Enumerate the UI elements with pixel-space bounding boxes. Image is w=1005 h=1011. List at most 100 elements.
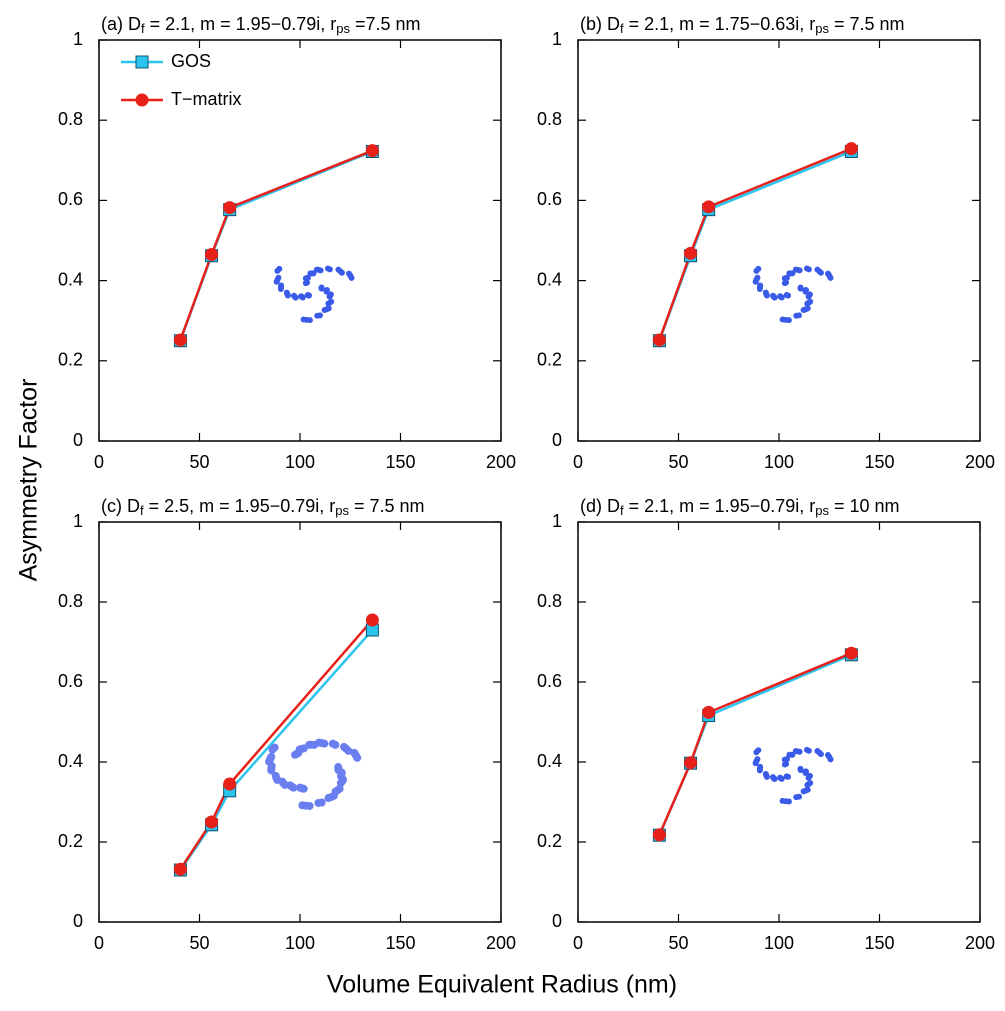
monomer — [797, 765, 804, 772]
monomer — [316, 312, 323, 319]
y-tick-label: 0.4 — [537, 269, 562, 289]
series-line — [179, 149, 373, 341]
monomer — [324, 265, 331, 272]
data-point — [223, 777, 237, 791]
monomer — [771, 776, 778, 783]
monomer — [781, 275, 788, 282]
monomer — [781, 280, 788, 287]
title-text: (d) D — [580, 496, 620, 516]
monomer — [753, 267, 760, 274]
y-tick-label: 1 — [552, 511, 562, 531]
monomer — [273, 775, 282, 784]
monomer — [785, 773, 792, 780]
monomer — [797, 284, 804, 291]
y-tick-label: 0.4 — [537, 751, 562, 771]
title-subscript: f — [620, 21, 624, 36]
data-point — [173, 333, 187, 347]
y-tick-label: 0.6 — [58, 189, 83, 209]
x-tick-label: 200 — [965, 452, 995, 472]
monomer — [824, 270, 831, 277]
series-line — [658, 147, 852, 341]
x-tick-label: 50 — [189, 933, 209, 953]
monomer — [763, 773, 770, 780]
monomer — [284, 292, 291, 299]
monomer — [273, 278, 280, 285]
data-point — [173, 862, 187, 876]
y-tick-label: 0 — [552, 430, 562, 450]
series-line — [658, 652, 852, 836]
monomer — [277, 285, 284, 292]
monomer — [771, 294, 778, 301]
title-text: (a) D — [101, 14, 141, 34]
aggregate-illustration — [752, 746, 834, 805]
monomer — [313, 266, 320, 273]
y-tick-label: 0 — [73, 430, 83, 450]
x-axis-label: Volume Equivalent Radius (nm) — [327, 971, 677, 999]
monomer — [795, 312, 802, 319]
monomer — [295, 745, 304, 754]
data-point — [684, 756, 698, 770]
monomer — [792, 747, 799, 754]
monomer — [752, 760, 759, 767]
monomer — [350, 748, 359, 757]
monomer — [785, 292, 792, 299]
x-tick-label: 0 — [573, 933, 583, 953]
x-tick-label: 100 — [764, 933, 794, 953]
x-tick-label: 50 — [668, 933, 688, 953]
plot-frame — [577, 521, 981, 923]
monomer — [803, 746, 810, 753]
panel-title: (c) Df = 2.5, m = 1.95−0.79i, rps = 7.5 … — [101, 496, 425, 519]
y-tick-label: 1 — [73, 511, 83, 531]
title-text: = 2.1, m = 1.95−0.79i, r — [145, 14, 337, 34]
x-tick-label: 200 — [965, 933, 995, 953]
data-point — [684, 246, 698, 260]
data-point — [223, 201, 237, 215]
monomer — [339, 775, 348, 784]
monomer — [305, 801, 314, 810]
title-subscript: f — [620, 503, 624, 518]
monomer — [792, 266, 799, 273]
aggregate-illustration — [273, 265, 355, 324]
monomer — [345, 270, 352, 277]
monomer — [778, 294, 785, 301]
monomer — [781, 756, 788, 763]
y-tick-label: 0.6 — [537, 189, 562, 209]
monomer — [802, 286, 809, 293]
legend-marker — [135, 55, 149, 69]
data-point — [365, 144, 379, 158]
series-line — [179, 619, 374, 870]
x-tick-label: 50 — [668, 452, 688, 472]
y-tick-label: 0.6 — [537, 671, 562, 691]
data-point — [205, 815, 219, 829]
plot-frame — [577, 39, 981, 442]
legend-label: T−matrix — [171, 89, 242, 109]
title-text: =7.5 nm — [350, 14, 421, 34]
title-text: = 2.1, m = 1.95−0.79i, r — [624, 496, 816, 516]
x-tick-label: 100 — [764, 452, 794, 472]
monomer — [334, 763, 343, 772]
monomer — [268, 745, 277, 754]
legend-marker — [135, 93, 149, 107]
y-tick-label: 0.2 — [537, 350, 562, 370]
x-tick-label: 200 — [486, 933, 516, 953]
monomer — [804, 786, 811, 793]
data-point — [702, 200, 716, 214]
monomer — [803, 265, 810, 272]
monomer — [763, 292, 770, 299]
monomer — [778, 775, 785, 782]
monomer — [299, 784, 308, 793]
title-text: (b) D — [580, 14, 620, 34]
series-line — [658, 653, 852, 836]
monomer — [785, 798, 792, 805]
monomer — [292, 294, 299, 301]
monomer — [806, 772, 813, 779]
title-subscript: ps — [815, 503, 829, 518]
aggregate-illustration — [265, 738, 362, 810]
monomer — [814, 266, 821, 273]
x-tick-label: 50 — [189, 452, 209, 472]
monomer — [302, 275, 309, 282]
y-tick-label: 0.6 — [58, 671, 83, 691]
plot-frame — [98, 521, 502, 923]
monomer — [329, 791, 338, 800]
